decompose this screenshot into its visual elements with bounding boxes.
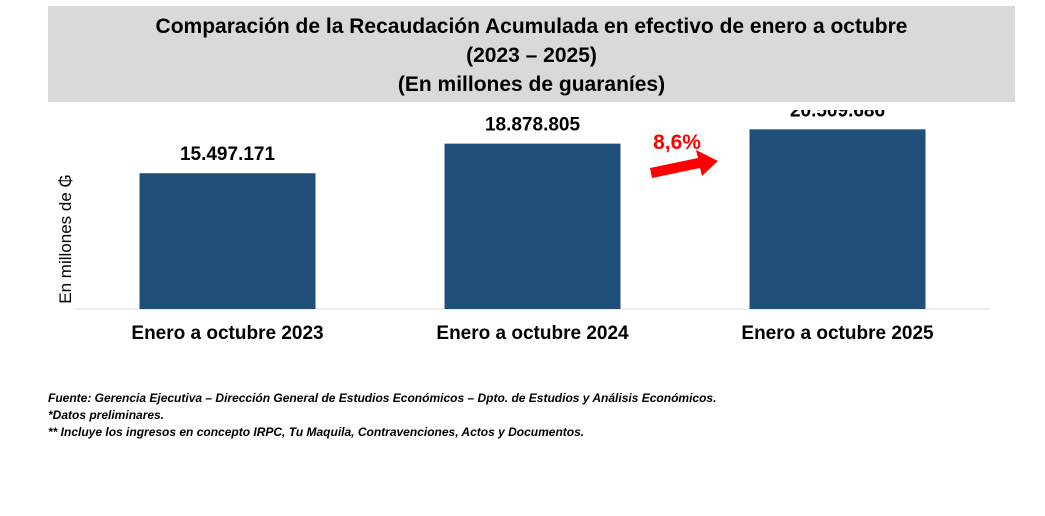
bar-value-label-2: 18.878.805 [485,115,581,136]
footer-notes: Fuente: Gerencia Ejecutiva – Dirección G… [48,390,716,441]
bar-chart: En millones de ₲ 15.497.171 Enero a octubr… [56,110,990,344]
growth-annotation-label: 8,6% [653,131,701,154]
footer-note-preliminary: *Datos preliminares. [48,408,165,422]
bar-1 [139,173,316,309]
chart-title-line-2: (2023 – 2025) [466,44,597,67]
bar-3 [749,129,926,309]
category-label-2: Enero a octubre 2024 [436,323,629,344]
footer-source: Fuente: Gerencia Ejecutiva – Dirección G… [48,391,717,405]
growth-arrow-icon [650,150,718,178]
bar-value-label-3: 20.509.686 [790,110,885,121]
chart-title-box: Comparación de la Recaudación Acumulada … [48,6,1015,102]
bar-value-label-1: 15.497.171 [180,144,276,165]
chart-title-line-3: (En millones de guaraníes) [397,73,666,96]
category-label-3: Enero a octubre 2025 [741,323,934,344]
category-label-1: Enero a octubre 2023 [131,323,323,344]
bar-2 [444,143,621,309]
footer-note-includes: ** Incluye los ingresos en concepto IRPC… [48,425,585,439]
chart-title-line-1: Comparación de la Recaudación Acumulada … [155,15,908,38]
y-axis-label: En millones de ₲ [56,174,75,303]
